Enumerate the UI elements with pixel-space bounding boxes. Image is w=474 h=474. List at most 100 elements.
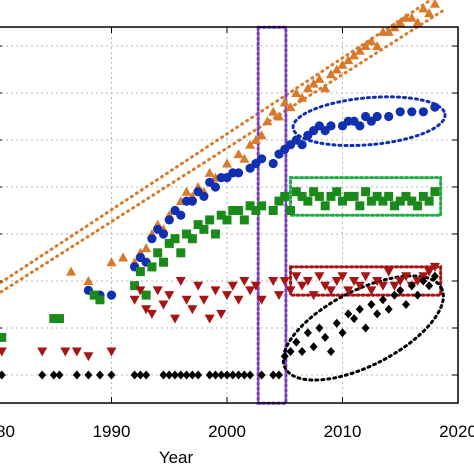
square-marker	[158, 257, 168, 267]
triangle-down-marker	[256, 295, 267, 305]
square-marker	[401, 191, 411, 201]
triangle-down-marker	[135, 286, 146, 296]
square-marker	[355, 201, 365, 211]
triangle-up-marker	[354, 45, 365, 55]
square-marker	[309, 187, 319, 197]
square-marker	[268, 206, 278, 215]
square-marker	[389, 201, 399, 211]
square-marker	[286, 206, 296, 215]
triangle-down-marker	[343, 286, 354, 296]
triangle-up-marker	[250, 135, 261, 144]
square-marker	[55, 314, 65, 324]
triangle-down-marker	[146, 309, 157, 319]
square-marker	[95, 295, 105, 305]
diamond-marker	[350, 314, 359, 324]
x-tick-label: 1990	[93, 422, 131, 441]
diamond-marker	[303, 328, 312, 338]
diamond-marker	[217, 370, 226, 380]
square-marker	[297, 191, 307, 201]
circle-marker	[257, 154, 267, 164]
diamond-marker	[159, 370, 168, 380]
triangle-down-marker	[354, 281, 365, 291]
triangle-down-marker	[372, 277, 383, 286]
circle-marker	[164, 215, 174, 225]
square-marker	[314, 191, 324, 201]
triangle-up-marker	[222, 158, 232, 168]
square-marker	[349, 191, 359, 201]
diamond-marker	[205, 370, 214, 380]
diamond-marker	[234, 370, 243, 380]
triangle-down-marker	[170, 314, 181, 324]
diamond-marker	[228, 370, 237, 380]
diamond-marker	[378, 295, 387, 305]
axis-ticks: 1980 1990 2000 2010 2020	[0, 27, 474, 441]
diamond-marker	[355, 304, 364, 314]
square-marker	[372, 191, 382, 201]
data-points	[0, 0, 440, 380]
square-marker	[164, 238, 174, 248]
triangle-down-marker	[325, 286, 336, 296]
diamond-marker	[269, 370, 278, 380]
diamond-marker	[292, 337, 301, 347]
square-marker	[239, 215, 249, 225]
square-marker	[395, 196, 405, 206]
triangle-down-marker	[377, 281, 388, 291]
triangle-down-marker	[383, 267, 394, 277]
square-marker	[332, 187, 342, 197]
square-marker	[291, 187, 301, 197]
triangle-down-marker	[285, 286, 296, 296]
triangle-up-marker	[349, 50, 360, 60]
triangle-up-marker	[204, 167, 215, 177]
diamond-marker	[298, 347, 307, 356]
triangle-up-marker	[141, 243, 152, 253]
x-tick-label: 2020	[439, 422, 474, 441]
circle-marker	[199, 191, 209, 201]
square-marker	[130, 281, 140, 291]
triangle-up-marker	[331, 64, 342, 74]
triangle-up-marker	[395, 17, 406, 27]
square-marker	[320, 201, 330, 211]
circle-marker	[187, 196, 197, 206]
circle-marker	[326, 121, 336, 131]
square-marker	[228, 206, 238, 215]
diamond-marker	[309, 342, 318, 352]
triangle-down-marker	[291, 272, 302, 282]
diamond-marker	[326, 347, 335, 356]
circle-marker	[268, 158, 278, 169]
diamond-marker	[384, 304, 393, 314]
square-marker	[384, 191, 394, 201]
triangle-up-marker	[424, 8, 435, 18]
square-marker	[413, 201, 423, 211]
triangle-down-marker	[424, 267, 435, 277]
square-marker	[141, 290, 151, 300]
triangle-up-marker	[268, 106, 279, 116]
square-marker	[378, 196, 388, 206]
square-marker	[89, 290, 99, 300]
square-marker	[430, 187, 440, 197]
annotation-ellipse	[281, 274, 445, 382]
diamond-marker	[55, 370, 64, 380]
triangle-down-marker	[216, 309, 227, 319]
square-marker	[245, 201, 255, 211]
annotation-box	[289, 265, 443, 297]
diamond-marker	[107, 370, 116, 380]
triangle-up-marker	[325, 69, 336, 79]
triangle-down-marker	[401, 272, 412, 282]
triangle-up-marker	[302, 83, 313, 93]
triangle-down-marker	[222, 291, 232, 301]
square-marker	[199, 224, 209, 234]
square-marker	[176, 248, 186, 258]
x-axis-title: Year	[159, 448, 194, 467]
triangle-down-marker	[395, 277, 406, 286]
diamond-marker	[95, 370, 104, 380]
triangle-up-marker	[245, 139, 256, 149]
triangle-down-marker	[366, 286, 377, 296]
x-tick-label: 2010	[324, 422, 362, 441]
diamond-marker	[321, 332, 330, 342]
diamond-marker	[182, 370, 191, 380]
diamond-marker	[194, 370, 203, 380]
diamond-marker	[171, 370, 180, 380]
diamond-marker	[315, 323, 324, 333]
triangle-up-marker	[106, 257, 117, 267]
diamond-marker	[274, 370, 283, 380]
